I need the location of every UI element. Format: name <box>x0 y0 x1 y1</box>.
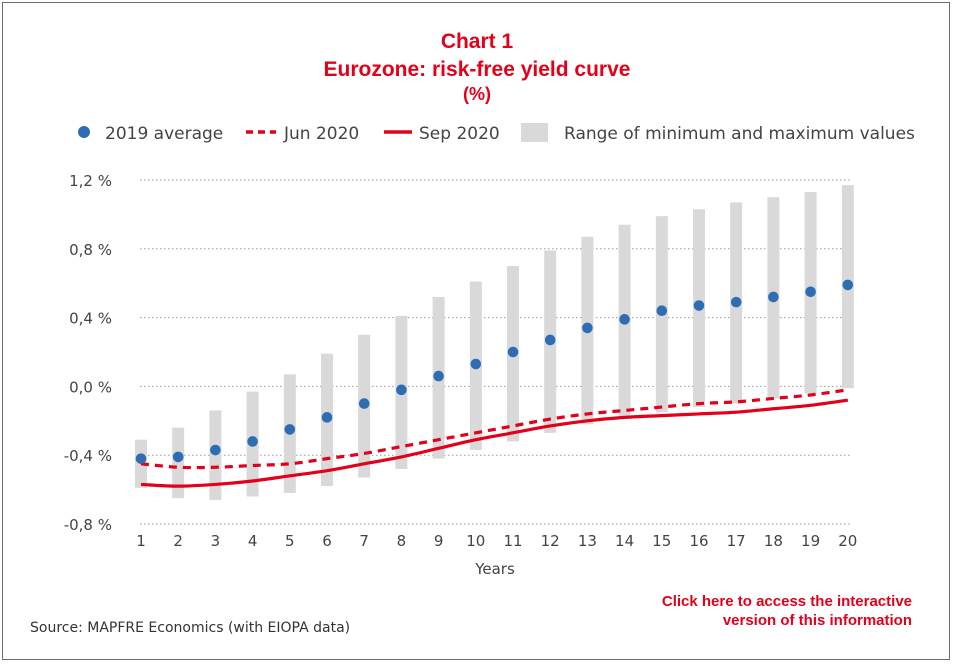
x-tick-label: 10 <box>466 532 485 550</box>
avg-2019-point <box>321 412 333 423</box>
avg-2019-point <box>693 300 705 311</box>
x-tick-label: 7 <box>359 532 369 550</box>
x-tick-label: 13 <box>578 532 597 550</box>
x-tick-label: 8 <box>397 532 407 550</box>
x-tick-label: 14 <box>615 532 634 550</box>
x-tick-label: 15 <box>652 532 671 550</box>
legend-label-sep-2020: Sep 2020 <box>419 124 500 144</box>
chart-number: Chart 1 <box>440 30 514 53</box>
avg-2019-point <box>656 305 668 317</box>
avg-2019-point <box>582 322 593 334</box>
avg-2019-point <box>396 384 407 396</box>
legend-label-range: Range of minimum and maximum values <box>564 124 915 144</box>
x-tick-label: 20 <box>838 532 857 550</box>
chart-subtitle: (%) <box>463 84 491 104</box>
x-tick-label: 17 <box>727 532 746 550</box>
avg-2019-point <box>544 334 556 346</box>
range-bar <box>172 427 185 499</box>
link-line-1: Click here to access the interactive <box>661 593 912 610</box>
avg-2019-point <box>172 451 184 463</box>
x-tick-label: 19 <box>801 532 820 550</box>
x-tick-label: 1 <box>136 532 146 550</box>
avg-2019-point <box>730 296 742 308</box>
chart-title: Eurozone: risk-free yield curve <box>323 58 631 81</box>
avg-2019-point <box>433 370 444 382</box>
avg-2019-point <box>247 436 258 447</box>
avg-2019-point <box>619 314 630 325</box>
x-tick-label: 16 <box>689 532 708 550</box>
legend-marker-range <box>521 123 548 142</box>
y-tick-label: 1,2 % <box>69 172 112 190</box>
avg-2019-point <box>358 398 370 409</box>
avg-2019-point <box>507 346 519 358</box>
avg-2019-point <box>470 358 482 370</box>
x-tick-label: 4 <box>248 532 258 550</box>
y-tick-label: 0,4 % <box>69 310 112 328</box>
legend-label-2019-average: 2019 average <box>105 124 223 144</box>
x-tick-label: 12 <box>541 532 560 550</box>
x-tick-label: 9 <box>434 532 444 550</box>
interactive-version-link[interactable]: Click here to access the interactive ver… <box>662 592 912 630</box>
jun-2020-line <box>140 388 849 470</box>
sep-2020-line <box>140 398 849 488</box>
y-tick-label: 0,8 % <box>69 241 112 259</box>
x-tick-label: 3 <box>211 532 221 550</box>
avg-2019-point <box>842 279 854 291</box>
y-tick-label: -0,8 % <box>64 516 112 534</box>
avg-2019-point <box>284 424 296 435</box>
source-note: Source: MAPFRE Economics (with EIOPA dat… <box>30 620 351 636</box>
x-tick-label: 2 <box>173 532 183 550</box>
x-axis-label: Years <box>474 560 515 578</box>
x-tick-label: 11 <box>503 532 522 550</box>
x-tick-label: 18 <box>764 532 783 550</box>
avg-2019-point <box>805 286 816 298</box>
avg-2019-point <box>768 291 779 303</box>
x-tick-label: 5 <box>285 532 295 550</box>
y-tick-label: 0,0 % <box>69 378 112 396</box>
avg-2019-point <box>210 444 221 456</box>
y-tick-label: -0,4 % <box>64 447 112 465</box>
avg-2019-point <box>135 453 147 464</box>
link-line-2: version of this information <box>722 612 912 629</box>
legend-label-jun-2020: Jun 2020 <box>283 124 359 144</box>
x-tick-label: 6 <box>322 532 332 550</box>
legend-marker-2019-average <box>78 126 90 138</box>
